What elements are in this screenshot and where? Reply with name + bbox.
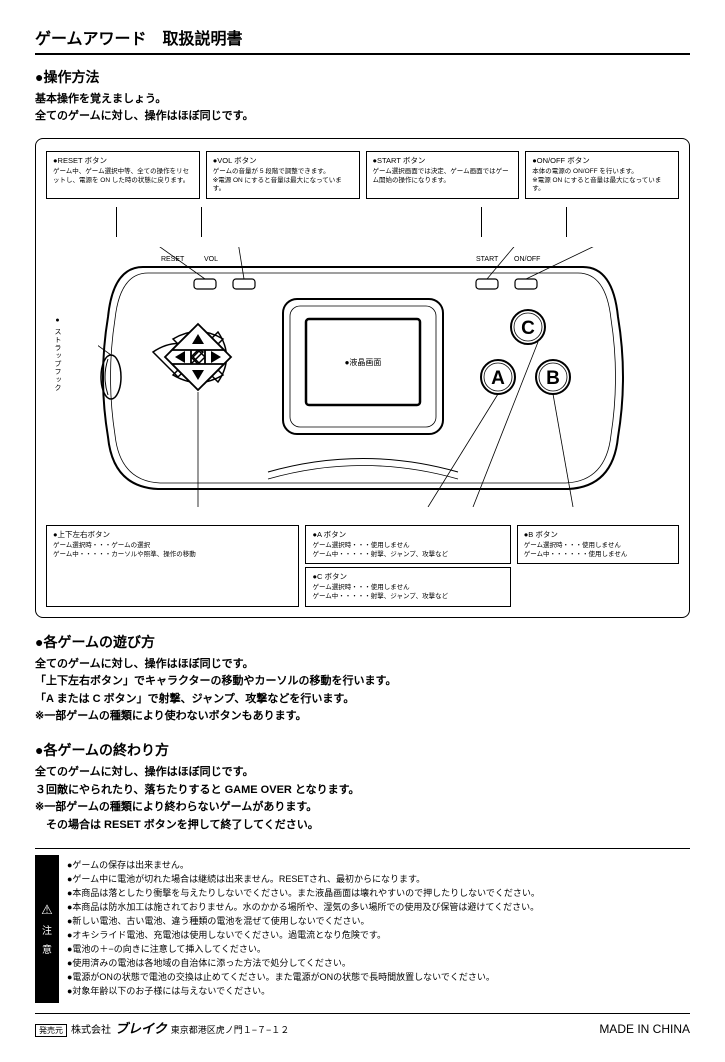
caution-line: ●ゲームの保存は出来ません。 — [67, 859, 682, 873]
howto-play-body: 全てのゲームに対し、操作はほぼ同じです。 「上下左右ボタン」でキャラクターの移動… — [35, 656, 690, 726]
footer: 発売元 株式会社ブレイク 東京都港区虎ノ門１−７−１２ MADE IN CHIN… — [35, 1013, 690, 1037]
howto-end-body: 全てのゲームに対し、操作はほぼ同じです。 ３回敵にやられたり、落ちたりすると G… — [35, 764, 690, 834]
op-line-1: 基本操作を覚えましょう。 — [35, 91, 690, 108]
caution-box: ⚠ 注 意 ●ゲームの保存は出来ません。●ゲーム中に電池が切れた場合は継続は出来… — [35, 848, 690, 1002]
howto-play-section: ●各ゲームの遊び方 全てのゲームに対し、操作はほぼ同じです。 「上下左右ボタン」… — [35, 632, 690, 726]
operation-text: 基本操作を覚えましょう。 全てのゲームに対し、操作はほぼ同じです。 — [35, 91, 690, 124]
svg-text:C: C — [521, 318, 535, 339]
caution-list: ●ゲームの保存は出来ません。●ゲーム中に電池が切れた場合は継続は出来ません。RE… — [59, 855, 690, 1002]
callout-body: ゲーム中、ゲーム選択中等、全ての操作をリセットし、電源を ON した時の状態に戻… — [53, 168, 193, 186]
callout-title: ●VOL ボタン — [213, 156, 353, 166]
callout-title: ●RESET ボタン — [53, 156, 193, 166]
distributor-label: 発売元 — [35, 1024, 67, 1037]
diagram-container: ●RESET ボタン ゲーム中、ゲーム選択中等、全ての操作をリセットし、電源を … — [35, 138, 690, 618]
callout-row-bottom: ●上下左右ボタン ゲーム選択時・・・ゲームの選択 ゲーム中・・・・・カーソルや照… — [46, 525, 679, 607]
callout-body: ゲームの音量が 5 段階で調整できます。 ※電源 ON にすると音量は最大になっ… — [213, 168, 353, 194]
device-area: ● ストラップフック RESET VOL START ON/OFF — [46, 237, 679, 517]
caution-line: ●電池の＋−の向きに注意して挿入してください。 — [67, 943, 682, 957]
operation-title: ●操作方法 — [35, 67, 690, 87]
howto-end-title: ●各ゲームの終わり方 — [35, 740, 690, 760]
howto-play-title: ●各ゲームの遊び方 — [35, 632, 690, 652]
callout-body: ゲーム選択時・・・使用しません ゲーム中・・・・・射撃、ジャンプ、攻撃など — [312, 542, 503, 560]
caution-label: ⚠ 注 意 — [35, 855, 59, 1002]
svg-text:B: B — [546, 368, 560, 389]
callout-row-top: ●RESET ボタン ゲーム中、ゲーム選択中等、全ての操作をリセットし、電源を … — [46, 151, 679, 199]
operation-section: ●操作方法 基本操作を覚えましょう。 全てのゲームに対し、操作はほぼ同じです。 — [35, 67, 690, 124]
caution-line: ●新しい電池、古い電池、違う種類の電池を混ぜて使用しないでください。 — [67, 915, 682, 929]
callout-title: ●ON/OFF ボタン — [532, 156, 672, 166]
company-kabu: 株式会社 — [71, 1021, 111, 1036]
caution-char-1: 注 — [42, 922, 52, 937]
page-title: ゲームアワード 取扱説明書 — [35, 25, 690, 55]
callout-body: ゲーム選択時・・・使用しません ゲーム中・・・・・射撃、ジャンプ、攻撃など — [312, 584, 503, 602]
strap-label: ● ストラップフック — [52, 317, 62, 392]
callout-dpad: ●上下左右ボタン ゲーム選択時・・・ゲームの選択 ゲーム中・・・・・カーソルや照… — [46, 525, 299, 607]
caution-line: ●ゲーム中に電池が切れた場合は継続は出来ません。RESETされ、最初からになりま… — [67, 873, 682, 887]
device-svg: ●液晶画面 C A B — [98, 247, 628, 507]
caution-line: ●対象年齢以下のお子様には与えないでください。 — [67, 985, 682, 999]
lines-top — [46, 207, 679, 237]
callout-title: ●START ボタン — [373, 156, 513, 166]
callout-c: ●C ボタン ゲーム選択時・・・使用しません ゲーム中・・・・・射撃、ジャンプ、… — [305, 567, 510, 606]
company-name: ブレイク — [115, 1018, 167, 1037]
warning-icon: ⚠ — [41, 902, 53, 918]
callout-a: ●A ボタン ゲーム選択時・・・使用しません ゲーム中・・・・・射撃、ジャンプ、… — [305, 525, 510, 564]
caution-line: ●電源がONの状態で電池の交換は止めてください。また電源がONの状態で長時間放置… — [67, 971, 682, 985]
callout-body: ゲーム選択時・・・ゲームの選択 ゲーム中・・・・・カーソルや照準、操作の移動 — [53, 542, 292, 560]
callout-body: ゲーム選択時・・・使用しません ゲーム中・・・・・・使用しません — [524, 542, 672, 560]
callout-body: ゲーム選択画面では決定、ゲーム画面ではゲーム開始の操作になります。 — [373, 168, 513, 186]
caution-line: ●使用済みの電池は各地域の自治体に添った方法で処分してください。 — [67, 957, 682, 971]
company-address: 東京都港区虎ノ門１−７−１２ — [171, 1023, 290, 1036]
callout-onoff: ●ON/OFF ボタン 本体の電源の ON/OFF を行います。 ※電源 ON … — [525, 151, 679, 199]
callout-reset: ●RESET ボタン ゲーム中、ゲーム選択中等、全ての操作をリセットし、電源を … — [46, 151, 200, 199]
screen-label-svg: ●液晶画面 — [344, 357, 381, 367]
callout-vol: ●VOL ボタン ゲームの音量が 5 段階で調整できます。 ※電源 ON にする… — [206, 151, 360, 199]
svg-text:A: A — [491, 368, 505, 389]
footer-left: 発売元 株式会社ブレイク 東京都港区虎ノ門１−７−１２ — [35, 1018, 289, 1037]
callout-b: ●B ボタン ゲーム選択時・・・使用しません ゲーム中・・・・・・使用しません — [517, 525, 679, 564]
howto-end-section: ●各ゲームの終わり方 全てのゲームに対し、操作はほぼ同じです。 ３回敵にやられた… — [35, 740, 690, 834]
caution-line: ●オキシライド電池、充電池は使用しないでください。過電流となり危険です。 — [67, 929, 682, 943]
caution-line: ●本商品は落としたり衝撃を与えたりしないでください。また液晶画面は壊れやすいので… — [67, 887, 682, 901]
callout-title: ●A ボタン — [312, 530, 503, 540]
callout-start: ●START ボタン ゲーム選択画面では決定、ゲーム画面ではゲーム開始の操作にな… — [366, 151, 520, 199]
caution-char-2: 意 — [42, 941, 52, 956]
callout-title: ●上下左右ボタン — [53, 530, 292, 540]
callout-title: ●C ボタン — [312, 572, 503, 582]
callout-body: 本体の電源の ON/OFF を行います。 ※電源 ON にすると音量は最大になっ… — [532, 168, 672, 194]
op-line-2: 全てのゲームに対し、操作はほぼ同じです。 — [35, 108, 690, 125]
caution-line: ●本商品は防水加工は施されておりません。水のかかる場所や、湿気の多い場所での使用… — [67, 901, 682, 915]
callout-title: ●B ボタン — [524, 530, 672, 540]
